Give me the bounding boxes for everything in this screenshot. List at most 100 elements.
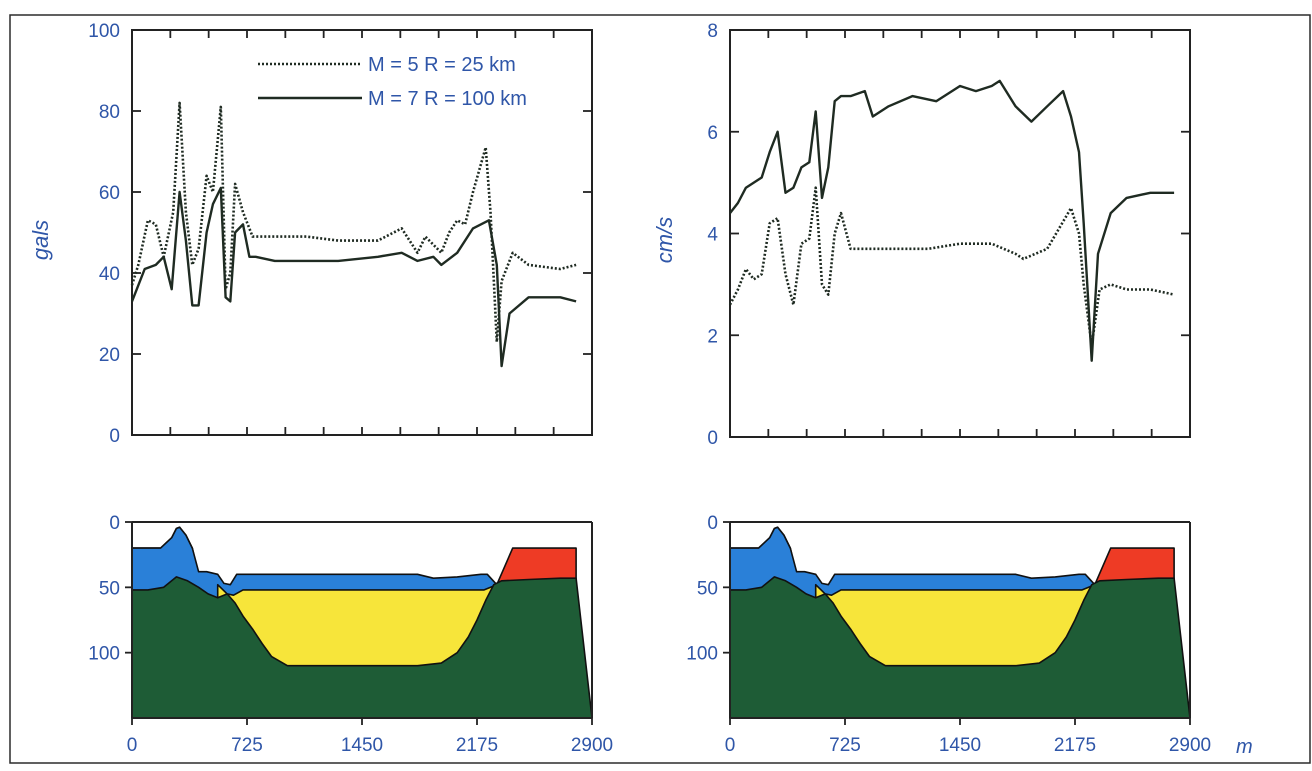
data-point [1078, 151, 1081, 154]
data-point [808, 161, 811, 164]
x-tick-label: 1450 [341, 735, 383, 756]
data-point [131, 300, 134, 303]
x-tick-label: 0 [725, 735, 736, 756]
data-point [990, 85, 993, 88]
data-point [464, 223, 467, 226]
data-point [1098, 288, 1101, 291]
data-point [887, 105, 890, 108]
data-point [840, 95, 843, 98]
data-point [508, 312, 511, 315]
data-point [211, 203, 214, 206]
data-point [242, 223, 245, 226]
data-point [1070, 207, 1073, 210]
y-tick-label: 0 [707, 428, 718, 449]
data-point [800, 166, 803, 169]
data-point [511, 251, 514, 254]
green-layer [131, 576, 593, 719]
data-point [527, 296, 530, 299]
data-point [736, 288, 739, 291]
acceleration-plot: gals 0 20 40 60 80 100 M = 5 R = 25 km M = 7 … [28, 21, 593, 447]
data-point [178, 101, 181, 104]
data-point [184, 211, 187, 214]
x-tick-label: 2175 [1054, 735, 1096, 756]
y-tick-label: 0 [707, 513, 718, 534]
data-point [849, 247, 852, 250]
x-tick-label: 2900 [1169, 735, 1211, 756]
data-point [500, 280, 503, 283]
data-point [448, 231, 451, 234]
data-point [376, 255, 379, 258]
data-point [1149, 288, 1152, 291]
y-tick-label: 60 [99, 183, 120, 204]
data-point [154, 223, 157, 226]
x-unit-label: m [1236, 736, 1253, 758]
y-tick-label: 50 [697, 578, 718, 599]
figure-border [9, 14, 1311, 764]
data-point [242, 211, 245, 214]
data-point [768, 222, 771, 225]
data-point [887, 247, 890, 250]
data-point [191, 263, 194, 266]
data-point [211, 191, 214, 194]
y-axis-label: gals [28, 220, 53, 260]
data-point [440, 251, 443, 254]
data-point [472, 191, 475, 194]
data-point [487, 219, 490, 222]
y-tick-label: 6 [707, 123, 718, 144]
data-point [1022, 257, 1025, 260]
data-point [224, 296, 227, 299]
data-point [833, 232, 836, 235]
plot-frame [729, 29, 1191, 438]
data-point [472, 227, 475, 230]
y-tick-label: 8 [707, 21, 718, 42]
data-point [400, 227, 403, 230]
data-point [760, 273, 763, 276]
data-point [440, 263, 443, 266]
data-point [833, 100, 836, 103]
data-point [1082, 283, 1085, 286]
y-axis-label: cm/s [652, 217, 677, 263]
data-point [495, 263, 498, 266]
data-point [500, 365, 503, 368]
data-point [800, 242, 803, 245]
data-point [927, 247, 930, 250]
data-point [760, 176, 763, 179]
data-point [1078, 232, 1081, 235]
series-line-m7 [130, 186, 577, 368]
data-point [559, 296, 562, 299]
data-point [821, 196, 824, 199]
x-tick-label: 725 [829, 735, 861, 756]
data-point [205, 174, 208, 177]
data-point [784, 191, 787, 194]
data-point [729, 303, 732, 306]
data-point [1109, 283, 1112, 286]
data-point [337, 239, 340, 242]
y-tick-label: 100 [88, 644, 120, 665]
data-point [871, 115, 874, 118]
data-point [863, 247, 866, 250]
data-point [229, 300, 232, 303]
data-point [146, 219, 149, 222]
data-point [559, 268, 562, 271]
data-point [424, 235, 427, 238]
data-point [959, 242, 962, 245]
data-point [184, 239, 187, 242]
data-point [736, 202, 739, 205]
x-tick-label: 0 [127, 735, 138, 756]
data-point [489, 211, 492, 214]
data-point [744, 268, 747, 271]
y-tick-label: 40 [99, 264, 120, 285]
data-point [959, 85, 962, 88]
data-point [1014, 252, 1017, 255]
data-point [1109, 212, 1112, 215]
left-cross-section: 0 50 100 0 725 1450 2175 2900 [88, 513, 613, 756]
data-point [456, 251, 459, 254]
data-point [1125, 196, 1128, 199]
data-point [990, 242, 993, 245]
data-point [752, 181, 755, 184]
data-point [792, 186, 795, 189]
data-point [337, 259, 340, 262]
x-tick-label: 1450 [939, 735, 981, 756]
data-point [416, 251, 419, 254]
right-cross-section: 0 50 100 0 725 1450 2175 2900 m [686, 513, 1252, 758]
